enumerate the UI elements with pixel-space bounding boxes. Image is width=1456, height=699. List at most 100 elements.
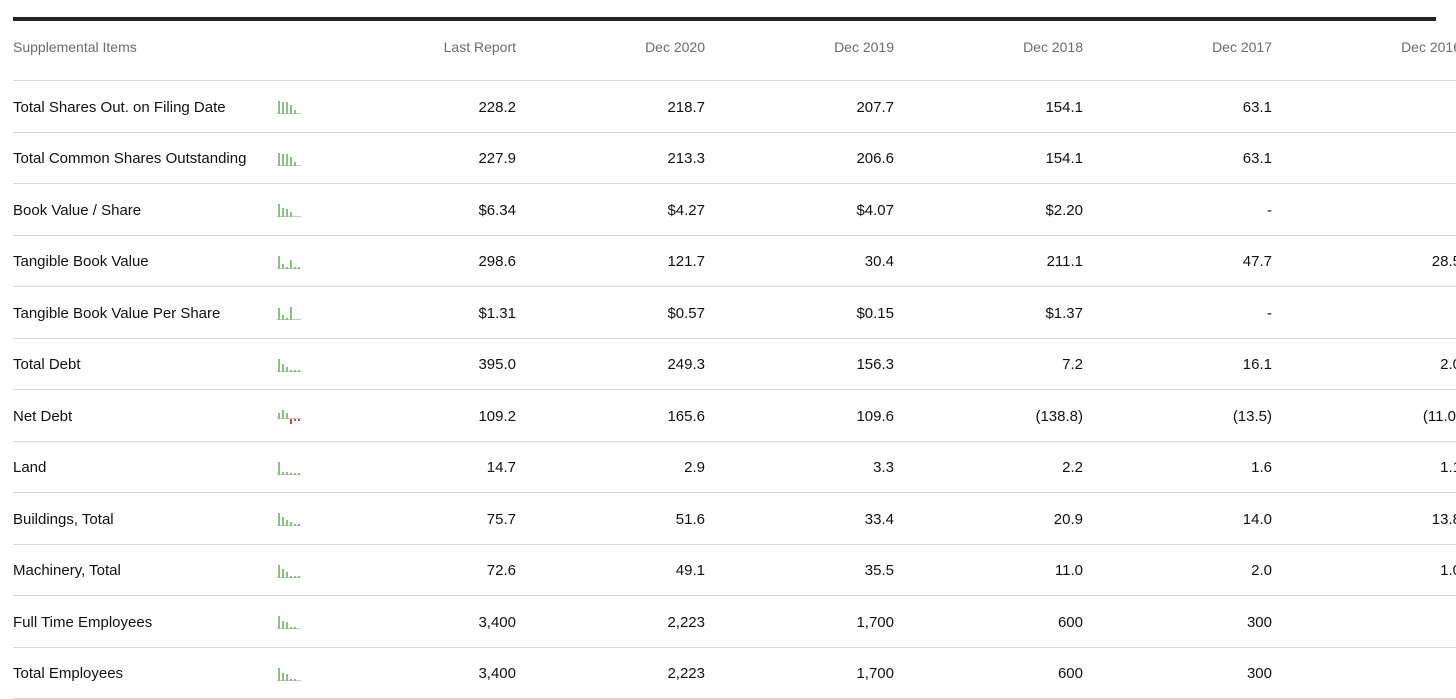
spark-bar — [290, 522, 292, 527]
spark-bar — [294, 266, 296, 269]
sparkline-cell[interactable] — [277, 595, 327, 648]
table-row: Machinery, Total 72.649.135.511.02.01.0 — [13, 544, 1456, 596]
table-row: Full Time Employees 3,400 2,223 1,700 600 300… — [13, 595, 1456, 648]
value-dec-2019: 33.4 — [705, 492, 894, 545]
value-dec-2016: - — [1272, 595, 1456, 648]
spark-bar — [286, 571, 288, 578]
spark-bar — [286, 266, 288, 269]
value-dec-2019: 1,700 — [705, 647, 894, 699]
header-dec-2017: Dec 2017 — [1083, 21, 1272, 81]
spark-bar — [298, 472, 300, 475]
row-label: Total Shares Out. on Filing Date — [13, 80, 277, 133]
row-label: Tangible Book Value — [13, 235, 277, 287]
spark-bar — [294, 161, 296, 166]
spark-bar — [294, 575, 296, 578]
spark-bar — [290, 419, 292, 425]
sparkline-cell[interactable] — [277, 647, 327, 699]
spark-bar — [282, 363, 284, 372]
header-dec-2018: Dec 2018 — [894, 21, 1083, 81]
spark-bar — [286, 413, 288, 420]
spark-bar — [290, 156, 292, 166]
sparkline-cell[interactable] — [277, 544, 327, 596]
value-dec-2020: $0.57 — [516, 286, 705, 339]
table-row: Net Debt 109.2 165.6 109.6 (138.8) (13.5) (11.… — [13, 389, 1456, 442]
spark-bar — [286, 673, 288, 681]
spark-bar — [290, 575, 292, 578]
value-dec-2017: 63.1 — [1083, 80, 1272, 133]
spark-bar — [278, 616, 280, 630]
value-last-report: 3,400 — [327, 595, 516, 648]
value-last-report: 72.6 — [327, 544, 516, 596]
spark-bar — [282, 621, 284, 630]
value-dec-2018: 20.9 — [894, 492, 1083, 545]
value-dec-2016: (11.0) — [1272, 389, 1456, 442]
supplemental-items-table: Supplemental Items Last Report Dec 2020 … — [13, 21, 1456, 699]
spark-bar — [290, 627, 292, 630]
value-last-report: $1.31 — [327, 286, 516, 339]
sparkline-cell[interactable] — [277, 338, 327, 390]
value-dec-2016: 2.0 — [1272, 338, 1456, 390]
top-rule — [13, 17, 1436, 21]
row-label: Buildings, Total — [13, 492, 277, 545]
value-dec-2019: 3.3 — [705, 441, 894, 493]
sparkline-cell[interactable] — [277, 183, 327, 236]
sparkline-cell[interactable] — [277, 492, 327, 545]
spark-bar — [282, 263, 284, 269]
value-dec-2017: (13.5) — [1083, 389, 1272, 442]
value-dec-2017: 300 — [1083, 595, 1272, 648]
spark-bar — [298, 266, 300, 269]
sparkline-cell[interactable] — [277, 132, 327, 184]
mini-bar-chart-icon — [277, 152, 301, 166]
value-dec-2020: 2,223 — [516, 595, 705, 648]
mini-bar-chart-icon — [277, 564, 301, 578]
sparkline-cell[interactable] — [277, 441, 327, 493]
mini-bar-chart-icon — [277, 358, 301, 372]
spark-bar — [294, 369, 296, 372]
value-dec-2020: 2.9 — [516, 441, 705, 493]
value-last-report: 228.2 — [327, 80, 516, 133]
spark-bar — [290, 678, 292, 681]
value-dec-2020: 121.7 — [516, 235, 705, 287]
spark-bar — [282, 102, 284, 115]
value-dec-2016: - — [1272, 80, 1456, 133]
spark-bar — [278, 461, 280, 475]
value-dec-2016: - — [1272, 647, 1456, 699]
value-dec-2019: 1,700 — [705, 595, 894, 648]
spark-bar — [298, 524, 300, 527]
spark-bar — [294, 627, 296, 630]
sparkline-cell[interactable] — [277, 80, 327, 133]
spark-bar — [286, 209, 288, 218]
value-dec-2018: 2.2 — [894, 441, 1083, 493]
value-dec-2017: 1.6 — [1083, 441, 1272, 493]
value-dec-2017: 2.0 — [1083, 544, 1272, 596]
value-dec-2019: 156.3 — [705, 338, 894, 390]
spark-bar — [286, 102, 288, 115]
value-last-report: 75.7 — [327, 492, 516, 545]
value-dec-2019: $4.07 — [705, 183, 894, 236]
value-dec-2018: 11.0 — [894, 544, 1083, 596]
table-row: Tangible Book Value Per Share $1.31 $0.57 $… — [13, 286, 1456, 339]
header-dec-2016: Dec 2016 — [1272, 21, 1456, 81]
value-dec-2017: 14.0 — [1083, 492, 1272, 545]
spark-bar — [290, 369, 292, 372]
spark-bar — [286, 622, 288, 630]
spark-bar — [282, 471, 284, 475]
sparkline-cell[interactable] — [277, 235, 327, 287]
value-dec-2016: 1.1 — [1272, 441, 1456, 493]
sparkline-cell[interactable] — [277, 389, 327, 442]
spark-bar — [290, 105, 292, 115]
spark-bar — [278, 255, 280, 269]
value-dec-2016: 13.8 — [1272, 492, 1456, 545]
spark-bar — [286, 471, 288, 475]
spark-bar — [290, 212, 292, 218]
value-dec-2020: $4.27 — [516, 183, 705, 236]
sparkline-cell[interactable] — [277, 286, 327, 339]
spark-bar — [278, 101, 280, 115]
mini-bar-chart-icon — [277, 667, 301, 681]
spark-bar — [294, 472, 296, 475]
mini-bar-chart-icon — [277, 513, 301, 527]
value-last-report: 298.6 — [327, 235, 516, 287]
value-dec-2020: 218.7 — [516, 80, 705, 133]
spark-bar — [294, 524, 296, 527]
spark-bar — [282, 568, 284, 578]
